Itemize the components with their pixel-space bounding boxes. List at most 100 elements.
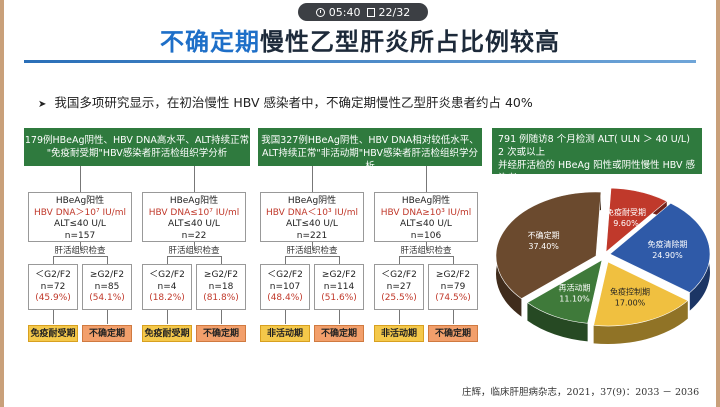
study2-header: 我国327例HBeAg阴性、HBV DNA相对较低水平、 ALT持续正常"非活动… (258, 128, 482, 172)
group-box: HBeAg阴性 HBV DNA≥10³ IU/ml ALT≤40 U/L n=106 (374, 192, 478, 242)
biopsy-label: 肝活组织检查 (286, 246, 338, 256)
connector-line (80, 166, 81, 192)
sub-grade: ＜G2/F2 (267, 270, 303, 280)
sub-percent: (51.6%) (321, 293, 357, 303)
group-line2: HBV DNA＞10⁷ IU/ml (34, 207, 126, 218)
group-line1: HBeAg阴性 (401, 196, 451, 206)
sub-grade: ＜G2/F2 (149, 270, 185, 280)
connector-line (453, 310, 454, 324)
pie-slice-value: 17.00% (615, 298, 646, 307)
group-line4: n=106 (410, 230, 442, 241)
group-line1: HBeAg阴性 (287, 196, 337, 206)
connector-line (194, 242, 195, 250)
sub-count: n=85 (94, 281, 120, 292)
phase-outcome: 不确定期 (314, 325, 364, 342)
phase-outcome: 非活动期 (260, 325, 310, 342)
pie-slice (495, 191, 602, 299)
pie-slice-side (593, 300, 688, 344)
pie-chart: 免疫耐受期 9.60% 免疫清除期 24.90% 免疫控制期 17.00% 再活动期 11.1… (495, 187, 711, 344)
connector-line (339, 256, 340, 264)
connector-line (399, 256, 453, 257)
pie-slice-value: 11.10% (559, 295, 590, 304)
slide: 05:40 22/32 不确定期慢性乙型肝炎所占比例较高 ➤ 我国多项研究显示，在… (4, 0, 716, 407)
phase-outcome: 免疫耐受期 (142, 325, 192, 342)
biopsy-label: 肝活组织检查 (400, 246, 452, 256)
group-box: HBeAg阳性 HBV DNA≤10⁷ IU/ml ALT≤40 U/L n=22 (142, 192, 246, 242)
sub-count: n=4 (157, 281, 177, 292)
sub-box: ≥G2/F2 n=18 (81.8%) (196, 264, 246, 310)
sub-box: ＜G2/F2 n=72 (45.9%) (28, 264, 78, 310)
connector-line (194, 166, 195, 192)
pie-slice-label: 免疫控制期 (610, 286, 650, 296)
viewer-toolbar[interactable]: 05:40 22/32 (298, 3, 428, 21)
study3-header: 791 例随访8 个月检测 ALT( ULN ＞ 40 U/L) 2 次或以上 … (492, 128, 702, 184)
sub-percent: (48.4%) (267, 293, 303, 303)
viewer-time: 05:40 (328, 5, 361, 19)
connector-line (53, 256, 107, 257)
connector-line (53, 310, 54, 324)
sub-box: ≥G2/F2 n=79 (74.5%) (428, 264, 478, 310)
sub-box: ＜G2/F2 n=4 (18.2%) (142, 264, 192, 310)
sub-grade: ≥G2/F2 (203, 270, 239, 280)
study1-header: 179例HBeAg阴性、HBV DNA高水平、ALT持续正常 "免疫耐受期"HB… (24, 128, 250, 166)
pie-slice-value: 37.40% (528, 242, 559, 251)
sub-count: n=18 (208, 281, 234, 292)
connector-line (221, 256, 222, 264)
group-box: HBeAg阳性 HBV DNA＞10⁷ IU/ml ALT≤40 U/L n=157 (28, 192, 132, 242)
slide-title: 不确定期慢性乙型肝炎所占比例较高 (160, 28, 560, 56)
group-line4: n=22 (181, 230, 207, 241)
pie-top (495, 187, 711, 327)
group-box: HBeAg阴性 HBV DNA＜10³ IU/ml ALT≤40 U/L n=221 (260, 192, 364, 242)
connector-line (285, 256, 286, 264)
sub-count: n=114 (323, 281, 355, 292)
pie-labels: 免疫耐受期 9.60% 免疫清除期 24.90% 免疫控制期 17.00% 再活动期 11.1… (528, 207, 688, 307)
pie-slice-value: 9.60% (613, 219, 639, 228)
connector-line (107, 310, 108, 324)
connector-line (221, 310, 222, 324)
sub-grade: ≥G2/F2 (89, 270, 125, 280)
connector-line (399, 256, 400, 264)
sub-box: ≥G2/F2 n=114 (51.6%) (314, 264, 364, 310)
sub-percent: (81.8%) (203, 293, 239, 303)
sub-count: n=27 (386, 281, 412, 292)
phase-outcome: 不确定期 (196, 325, 246, 342)
connector-line (453, 256, 454, 264)
title-divider (24, 60, 696, 63)
viewer-page: 22/32 (378, 5, 411, 19)
connector-line (312, 166, 313, 192)
connector-line (426, 166, 427, 192)
pie-slice-label: 免疫耐受期 (606, 207, 646, 217)
phase-outcome: 免疫耐受期 (28, 325, 78, 342)
sub-percent: (18.2%) (149, 293, 185, 303)
group-line2: HBV DNA≤10⁷ IU/ml (148, 207, 240, 218)
sub-grade: ＜G2/F2 (35, 270, 71, 280)
connector-line (285, 310, 286, 324)
connector-line (107, 256, 108, 264)
sub-count: n=107 (269, 281, 301, 292)
connector-line (339, 310, 340, 324)
connector-line (285, 256, 339, 257)
biopsy-label: 肝活组织检查 (168, 246, 220, 256)
clock-icon (315, 7, 325, 17)
connector-line (399, 310, 400, 324)
pie-slice-label: 不确定期 (528, 230, 560, 240)
connector-line (167, 310, 168, 324)
pie-slice (593, 261, 689, 327)
phase-outcome: 不确定期 (428, 325, 478, 342)
citation: 庄辉，临床肝胆病杂志，2021，37(9)：2033 － 2036 (462, 387, 700, 398)
sub-percent: (74.5%) (435, 293, 471, 303)
arrow-bullet-icon: ➤ (38, 99, 47, 110)
connector-line (53, 256, 54, 264)
connector-line (312, 242, 313, 250)
sub-count: n=72 (40, 281, 66, 292)
group-line1: HBeAg阳性 (55, 196, 105, 206)
pie-slice-value: 24.90% (652, 251, 683, 260)
sub-percent: (25.5%) (381, 293, 417, 303)
group-line3: ALT≤40 U/L (400, 219, 452, 229)
group-line2: HBV DNA≥10³ IU/ml (380, 207, 472, 218)
group-line4: n=221 (296, 230, 328, 241)
group-line1: HBeAg阳性 (169, 196, 219, 206)
sub-box: ≥G2/F2 n=85 (54.1%) (82, 264, 132, 310)
sub-box: ＜G2/F2 n=27 (25.5%) (374, 264, 424, 310)
connector-line (167, 256, 221, 257)
